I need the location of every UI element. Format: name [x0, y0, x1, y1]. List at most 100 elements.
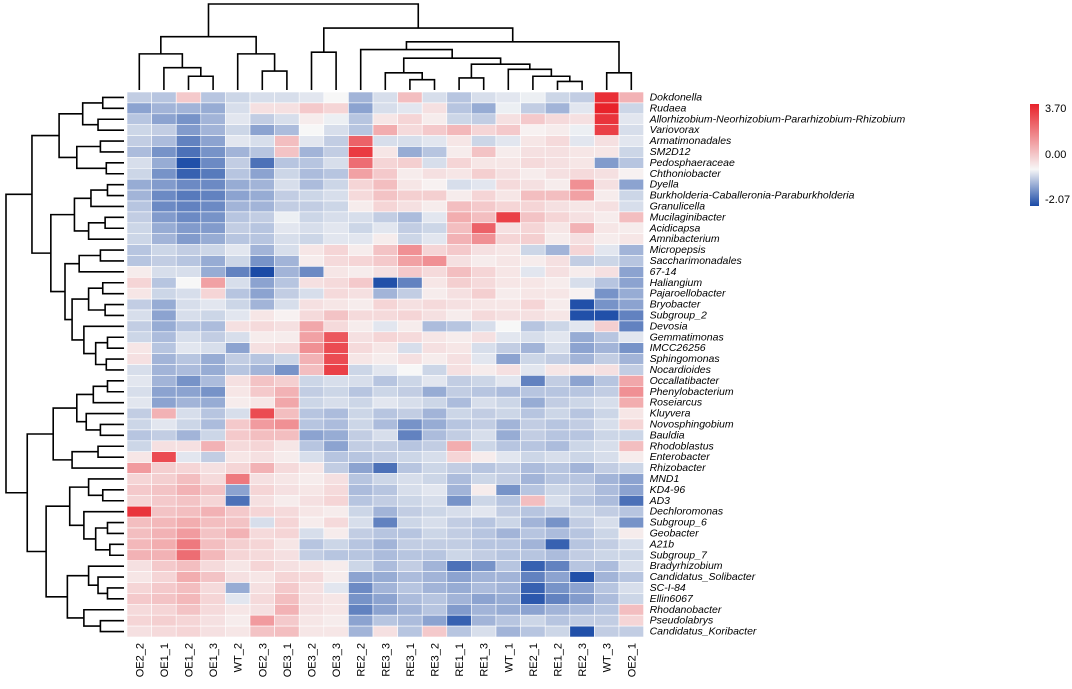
heatmap-cell [594, 255, 620, 267]
heatmap-cell [594, 473, 620, 485]
heatmap-cell [544, 135, 571, 147]
column-dendrogram-branch [359, 48, 453, 90]
heatmap-cell [323, 222, 349, 235]
heatmap-cell [618, 440, 644, 452]
heatmap-cell [594, 135, 620, 147]
heatmap-cell [348, 244, 374, 256]
row-label: Subgroup_2 [650, 310, 707, 322]
heatmap-cell [225, 168, 251, 180]
heatmap-cell [348, 255, 374, 267]
row-dendrogram-branch [76, 145, 107, 170]
heatmap-cell [520, 375, 546, 387]
row-dendrogram-branch [99, 423, 124, 437]
heatmap-cell [175, 516, 202, 529]
heatmap-cell [446, 494, 472, 507]
heatmap-cell [594, 451, 620, 463]
heatmap-cell [544, 385, 571, 398]
heatmap-cell [200, 625, 226, 638]
heatmap-cell [298, 473, 325, 485]
heatmap-cell [372, 418, 398, 431]
heatmap-cell [274, 484, 300, 496]
heatmap-cell [520, 385, 546, 398]
heatmap-cell [520, 222, 546, 235]
row-label: Occallatibacter [650, 375, 720, 387]
heatmap-cell [298, 287, 325, 300]
row-label: Candidatus_Solibacter [650, 571, 756, 583]
heatmap-cell [175, 211, 202, 224]
heatmap-cell [274, 593, 300, 605]
heatmap-cell [520, 473, 546, 485]
row-dendrogram-branch [52, 407, 77, 461]
heatmap-cell [618, 571, 644, 583]
heatmap-cell [544, 146, 571, 158]
heatmap-cell [569, 516, 595, 529]
heatmap-cell [495, 255, 521, 267]
heatmap-cell [495, 538, 521, 551]
row-label: Dyella [650, 179, 679, 191]
row-label: Rudaea [650, 102, 687, 114]
heatmap-cell [520, 353, 546, 365]
heatmap-cell [151, 233, 177, 245]
heatmap-cell [200, 331, 226, 343]
heatmap-cell [594, 549, 620, 561]
heatmap-cell [544, 407, 571, 420]
heatmap-cell [348, 320, 374, 333]
heatmap-cell [446, 603, 472, 616]
heatmap-cell [446, 211, 472, 224]
heatmap-cell [372, 549, 398, 561]
heatmap-cell [471, 189, 497, 202]
heatmap-cell [471, 276, 497, 289]
heatmap-cell [323, 320, 349, 333]
heatmap-cell [175, 178, 202, 191]
heatmap-cell [520, 244, 546, 256]
heatmap-cell [372, 320, 398, 333]
heatmap-cell [126, 582, 152, 594]
heatmap-cell [618, 516, 644, 529]
heatmap-cell [175, 255, 202, 267]
heatmap-cell [618, 298, 644, 311]
heatmap-cell [274, 571, 300, 583]
heatmap-cell [274, 494, 300, 507]
heatmap-cell [175, 342, 202, 354]
heatmap-cell [446, 331, 472, 343]
heatmap-cell [225, 473, 251, 485]
row-label: Saccharimonadales [650, 255, 743, 267]
heatmap-cell [225, 135, 251, 147]
heatmap-cell [225, 538, 251, 551]
row-label: Pajaroellobacter [650, 288, 726, 300]
heatmap-cell [323, 462, 349, 474]
heatmap-cell [200, 593, 226, 605]
heatmap-cell [372, 211, 398, 224]
heatmap-cell [594, 157, 620, 169]
heatmap-cell [569, 353, 595, 365]
heatmap-cell [544, 375, 571, 387]
heatmap-cell [495, 614, 521, 627]
heatmap-cell [175, 549, 202, 561]
heatmap-cell [421, 375, 448, 387]
heatmap-cell [594, 309, 620, 322]
row-label: Dechloromonas [650, 506, 724, 518]
heatmap-cell [544, 222, 571, 235]
heatmap-cell [446, 342, 472, 354]
heatmap-cell [495, 429, 521, 442]
heatmap-cell [520, 113, 546, 126]
heatmap-cell [594, 266, 620, 278]
heatmap-cell [471, 473, 497, 485]
heatmap-cell [249, 178, 275, 191]
heatmap-cell [544, 560, 571, 572]
heatmap-cell [520, 298, 546, 311]
row-dendrogram-branch [71, 450, 124, 469]
legend-mid-label: 0.00 [1045, 149, 1066, 161]
heatmap-cell [225, 614, 251, 627]
row-dendrogram-branch [106, 183, 124, 197]
heatmap-cell [126, 200, 152, 213]
heatmap-cell [421, 571, 448, 583]
heatmap-cell [126, 451, 152, 463]
heatmap-cell [175, 582, 202, 594]
heatmap-cell [348, 603, 374, 616]
heatmap-cell [126, 331, 152, 343]
row-dendrogram-branch [58, 113, 83, 159]
heatmap-cell [495, 124, 521, 136]
heatmap-cell [372, 353, 398, 365]
heatmap-cell [200, 429, 226, 442]
